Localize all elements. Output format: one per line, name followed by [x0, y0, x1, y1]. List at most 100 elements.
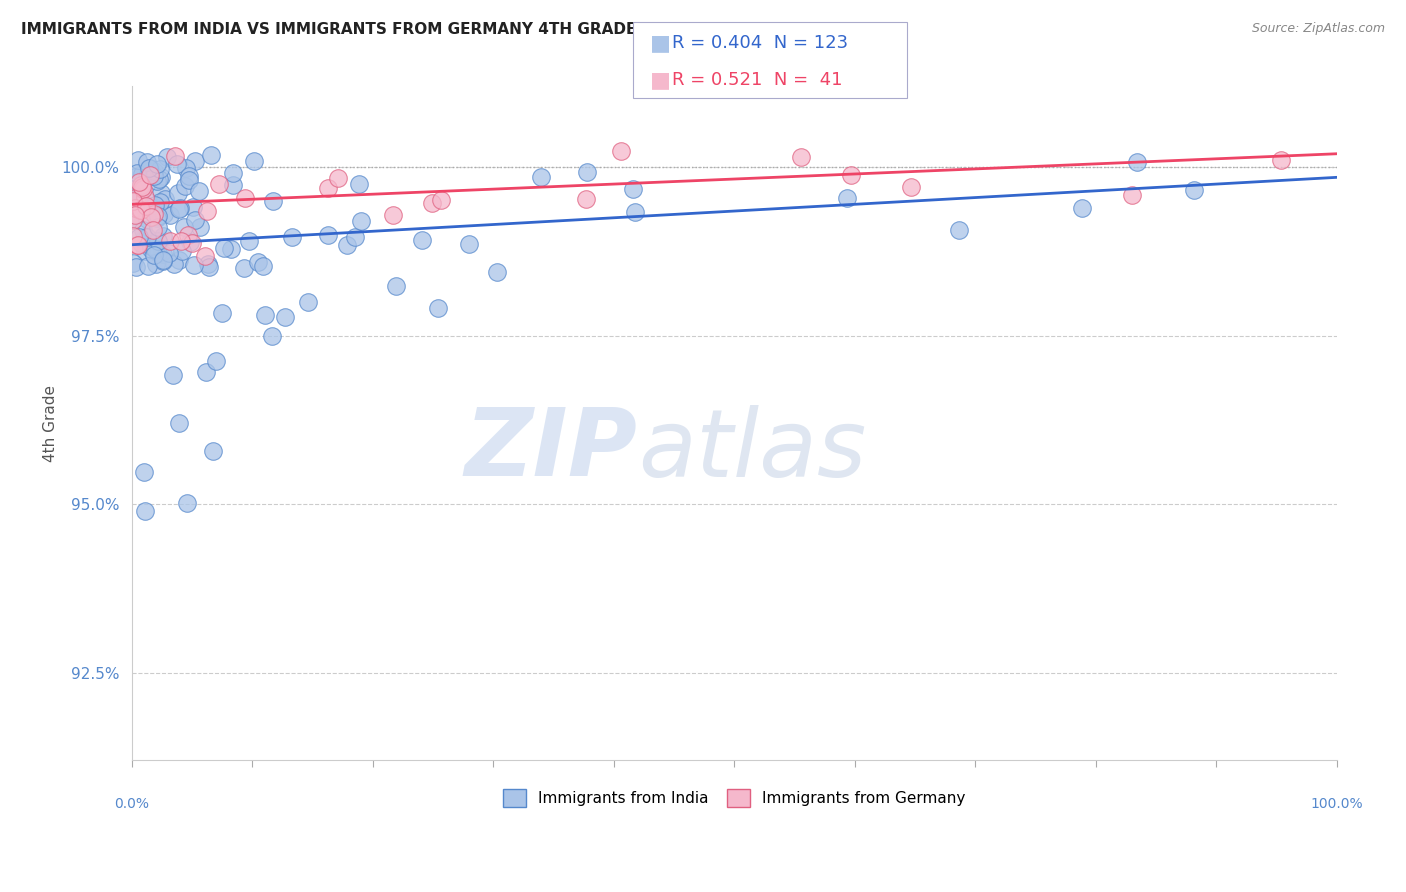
Point	[198, 260, 221, 274]
Point	[159, 234, 181, 248]
Point	[610, 144, 633, 158]
Point	[839, 168, 862, 182]
Point	[187, 184, 209, 198]
Point	[135, 193, 157, 207]
Point	[166, 157, 188, 171]
Point	[254, 308, 277, 322]
Point	[129, 203, 152, 218]
Point	[146, 219, 169, 234]
Point	[297, 295, 319, 310]
Text: ■: ■	[650, 70, 671, 90]
Point	[177, 173, 200, 187]
Point	[129, 185, 152, 199]
Text: R = 0.404  N = 123: R = 0.404 N = 123	[672, 34, 848, 52]
Point	[157, 246, 180, 260]
Point	[152, 254, 174, 268]
Point	[149, 186, 172, 200]
Point	[458, 237, 481, 252]
Point	[162, 368, 184, 382]
Point	[485, 265, 508, 279]
Point	[149, 162, 172, 177]
Text: R = 0.521  N =  41: R = 0.521 N = 41	[672, 71, 842, 89]
Point	[152, 253, 174, 268]
Point	[252, 259, 274, 273]
Point	[124, 202, 146, 216]
Point	[129, 178, 152, 193]
Point	[131, 180, 153, 194]
Point	[274, 310, 297, 324]
Text: 0.0%: 0.0%	[114, 797, 149, 812]
Point	[143, 164, 166, 178]
Point	[222, 178, 245, 192]
Point	[208, 177, 231, 191]
Point	[181, 200, 204, 214]
Point	[131, 182, 153, 196]
Point	[152, 229, 174, 244]
Point	[621, 182, 644, 196]
Point	[238, 234, 260, 248]
Point	[181, 235, 204, 250]
Point	[163, 149, 186, 163]
Point	[530, 169, 553, 184]
Text: atlas: atlas	[638, 405, 866, 496]
Point	[336, 238, 359, 252]
Point	[129, 235, 152, 250]
Point	[152, 246, 174, 260]
Point	[121, 228, 143, 243]
Point	[183, 258, 205, 272]
Point	[139, 210, 162, 224]
Point	[146, 174, 169, 188]
Point	[347, 178, 370, 192]
Point	[167, 202, 190, 216]
Point	[136, 169, 159, 184]
Point	[246, 255, 269, 269]
Point	[129, 202, 152, 217]
Point	[146, 246, 169, 260]
Point	[141, 168, 163, 182]
Point	[326, 170, 349, 185]
Point	[128, 229, 150, 244]
Point	[948, 223, 970, 237]
Point	[1182, 183, 1205, 197]
Point	[194, 365, 217, 379]
Point	[174, 178, 197, 193]
Point	[575, 192, 598, 206]
Point	[163, 257, 186, 271]
Point	[211, 306, 233, 320]
Point	[179, 235, 201, 249]
Point	[169, 201, 191, 215]
Point	[177, 169, 200, 183]
Point	[145, 157, 167, 171]
Point	[233, 192, 256, 206]
Point	[122, 194, 145, 208]
Point	[212, 241, 235, 255]
Point	[156, 150, 179, 164]
Point	[124, 260, 146, 275]
Point	[139, 169, 162, 183]
Point	[149, 169, 172, 184]
Point	[350, 213, 373, 227]
Point	[131, 167, 153, 181]
Point	[128, 176, 150, 190]
Legend: Immigrants from India, Immigrants from Germany: Immigrants from India, Immigrants from G…	[496, 782, 972, 814]
Point	[789, 151, 811, 165]
Point	[135, 230, 157, 244]
Point	[142, 222, 165, 236]
Point	[132, 465, 155, 479]
Point	[281, 229, 304, 244]
Point	[145, 257, 167, 271]
Point	[149, 195, 172, 210]
Point	[177, 227, 200, 242]
Point	[243, 153, 266, 168]
Point	[124, 212, 146, 227]
Point	[127, 192, 149, 206]
Point	[127, 153, 149, 168]
Point	[127, 190, 149, 204]
Point	[136, 259, 159, 273]
Point	[159, 208, 181, 222]
Point	[121, 213, 143, 227]
Point	[124, 169, 146, 184]
Point	[127, 238, 149, 252]
Point	[136, 155, 159, 169]
Point	[170, 234, 193, 248]
